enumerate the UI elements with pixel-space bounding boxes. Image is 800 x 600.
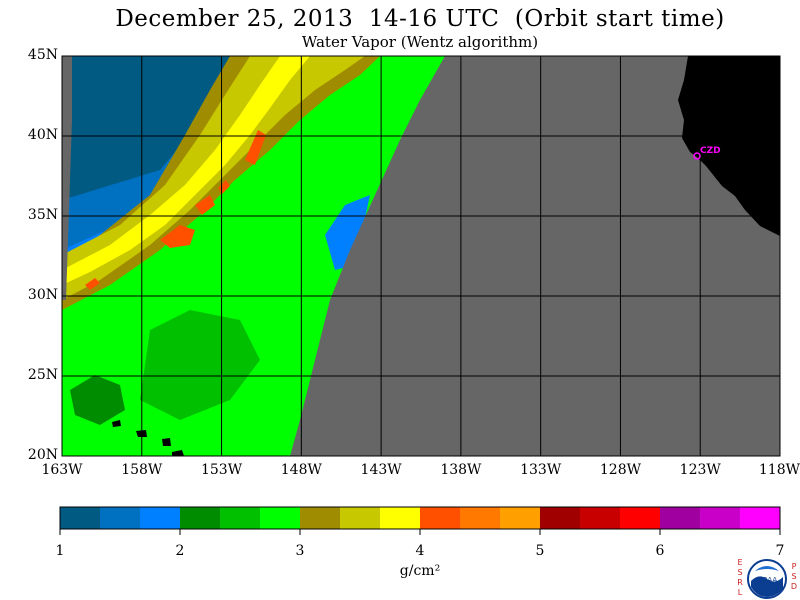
colorbar-swatch [500,507,541,529]
vapor-max-1 [160,225,195,248]
colorbar-swatch [580,507,621,529]
colorbar-tick-marks [59,529,781,535]
map-subtitle: Water Vapor (Wentz algorithm) [301,33,539,51]
colorbar [60,507,781,529]
colorbar-swatch [180,507,221,529]
lon-label: 133W [520,462,562,478]
lat-label: 35N [27,207,58,223]
lon-label: 153W [200,462,243,478]
lat-label: 30N [27,287,58,303]
island-1 [112,420,121,427]
no-data-swath [290,56,780,456]
colorbar-swatch [380,507,421,529]
colorbar-swatch [340,507,381,529]
colorbar-swatch [140,507,181,529]
map-frame [61,55,781,457]
logo-letter: S [791,572,797,581]
colorbar-swatch [300,507,341,529]
vapor-max-3 [245,130,266,165]
logo-letter: R [737,578,743,587]
colorbar-swatch [700,507,741,529]
vapor-band-3.7 [62,56,310,285]
vapor-max-2 [195,195,215,215]
lon-label: 143W [360,462,402,478]
colorbar-tick-label: 1 [55,543,65,559]
vapor-patch-south [140,310,260,420]
lon-label: 138W [440,462,482,478]
colorbar-swatch [540,507,581,529]
lat-label: 20N [27,447,58,463]
noaa-emblem-icon: NOAA [747,559,787,599]
logo-letter: E [737,558,743,567]
vapor-max-4 [218,180,230,194]
lat-label: 40N [27,127,58,143]
island-3 [162,438,171,446]
colorbar-tick-label: 5 [535,543,545,559]
lon-label: 148W [280,462,322,478]
map-title: December 25, 2013 14-16 UTC (Orbit start… [115,6,725,32]
lon-label: 163W [41,462,83,478]
logo-letter: S [737,568,743,577]
logo-letter: D [790,582,798,591]
colorbar-tick-label: 6 [655,543,665,559]
logo-letter: P [791,562,797,571]
lon-label: 118W [758,462,800,478]
lon-label: 123W [679,462,721,478]
dry-spot [325,195,370,270]
colorbar-swatch [660,507,701,529]
logo-text: NOAA [757,576,778,584]
city-marker-icon [693,152,701,160]
lat-lon-grid [61,55,781,457]
colorbar-unit: g/cm² [399,563,441,579]
colorbar-swatch [420,507,461,529]
lat-label: 25N [27,367,58,383]
colorbar-swatch [460,507,501,529]
map-field [62,56,780,456]
colorbar-swatch [100,507,141,529]
colorbar-tick-label: 7 [775,543,785,559]
colorbar-swatch [220,507,261,529]
colorbar-tick-label: 2 [175,543,185,559]
lon-label: 158W [121,462,163,478]
colorbar-tick-label: 3 [295,543,305,559]
city-label: CZD [700,146,721,156]
colorbar-swatch [60,507,101,529]
colorbar-swatch [620,507,661,529]
colorbar-swatch [260,507,301,529]
logo-letter: L [737,588,743,597]
lon-label: 128W [599,462,641,478]
lat-label: 45N [27,47,58,63]
no-data-area [62,56,72,300]
island-4 [172,450,184,456]
colorbar-tick-label: 4 [415,543,425,559]
vapor-max-5 [85,278,100,290]
colorbar-swatch [740,507,781,529]
land-north-america [678,56,780,236]
vapor-patch-dark [70,375,125,425]
